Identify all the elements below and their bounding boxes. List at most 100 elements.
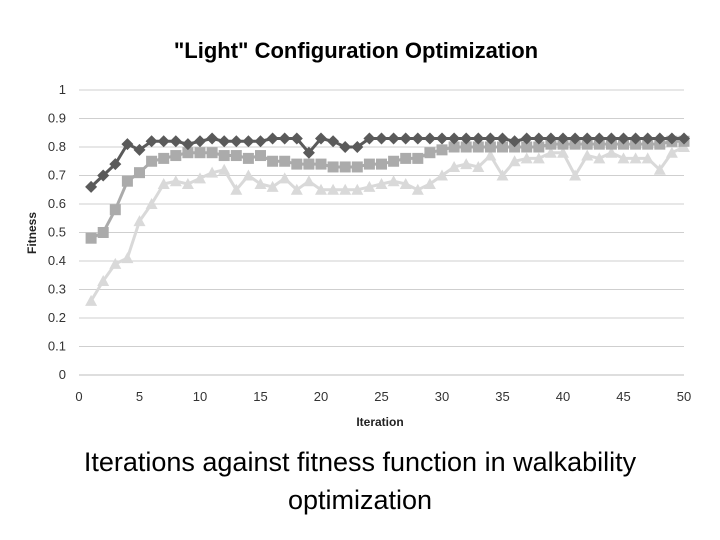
- data-series: [85, 132, 690, 306]
- data-point-triangle: [339, 183, 352, 195]
- x-tick-label: 0: [75, 389, 82, 404]
- data-point-square: [327, 161, 339, 173]
- data-point-diamond: [97, 169, 110, 182]
- x-tick-label: 30: [435, 389, 449, 404]
- data-point-diamond: [375, 132, 388, 145]
- y-tick-label: 0.6: [48, 196, 66, 211]
- chart-title: "Light" Configuration Optimization: [174, 38, 538, 63]
- data-point-triangle: [496, 169, 509, 181]
- x-tick-label: 40: [556, 389, 570, 404]
- data-point-triangle: [121, 252, 134, 264]
- data-point-square: [303, 158, 315, 170]
- data-point-diamond: [448, 132, 461, 145]
- caption-line-1: Iterations against fitness function in w…: [83, 447, 637, 477]
- data-point-triangle: [351, 183, 364, 195]
- y-axis-tick-labels: 0 0.1 0.2 0.3 0.4 0.5 0.6 0.7 0.8 0.9 1: [48, 82, 66, 382]
- data-point-triangle: [593, 152, 606, 164]
- data-point-triangle: [448, 160, 461, 172]
- data-point-triangle: [133, 215, 146, 227]
- x-tick-label: 45: [616, 389, 630, 404]
- y-tick-label: 0: [59, 367, 66, 382]
- data-point-diamond: [206, 132, 219, 145]
- data-point-triangle: [230, 183, 243, 195]
- data-point-diamond: [653, 132, 666, 145]
- data-point-square: [182, 147, 194, 159]
- data-point-diamond: [520, 132, 533, 145]
- data-point-diamond: [109, 158, 122, 171]
- data-point-square: [267, 155, 279, 167]
- x-tick-label: 50: [677, 389, 691, 404]
- data-point-triangle: [290, 183, 303, 195]
- gridlines: [79, 89, 684, 376]
- data-point-triangle: [484, 149, 497, 161]
- data-point-square: [85, 232, 97, 244]
- x-tick-label: 35: [495, 389, 509, 404]
- fitness-line-chart: "Light" Configuration Optimization 00.10…: [25, 38, 691, 429]
- data-point-diamond: [472, 132, 485, 145]
- data-point-square: [363, 158, 375, 170]
- caption-line-2: optimization: [287, 485, 433, 515]
- data-point-square: [400, 152, 412, 164]
- data-point-square: [121, 175, 133, 187]
- data-point-diamond: [641, 132, 654, 145]
- data-point-triangle: [218, 163, 231, 175]
- data-point-diamond: [278, 132, 291, 145]
- data-point-triangle: [375, 178, 388, 190]
- data-point-diamond: [157, 135, 170, 148]
- data-point-triangle: [460, 158, 473, 170]
- data-point-square: [424, 147, 436, 159]
- y-tick-label: 0.9: [48, 111, 66, 126]
- data-point-square: [484, 141, 496, 153]
- data-point-diamond: [290, 132, 303, 145]
- x-tick-label: 5: [136, 389, 143, 404]
- data-point-square: [206, 147, 218, 159]
- data-point-square: [388, 155, 400, 167]
- data-point-diamond: [399, 132, 412, 145]
- data-point-square: [230, 150, 242, 162]
- data-point-diamond: [436, 132, 448, 145]
- data-point-square: [460, 141, 472, 153]
- data-point-triangle: [508, 155, 521, 167]
- y-tick-label: 1: [59, 82, 66, 97]
- data-point-diamond: [145, 135, 158, 148]
- y-tick-label: 0.7: [48, 168, 66, 183]
- data-point-diamond: [593, 132, 606, 145]
- data-point-diamond: [327, 135, 340, 148]
- series-triangle: [85, 141, 690, 306]
- data-point-triangle: [302, 175, 315, 187]
- data-point-square: [242, 152, 254, 164]
- data-point-diamond: [423, 132, 436, 145]
- data-point-diamond: [242, 135, 255, 148]
- data-point-diamond: [85, 180, 98, 193]
- y-tick-label: 0.2: [48, 310, 66, 325]
- data-point-diamond: [351, 141, 364, 153]
- data-point-triangle: [194, 172, 206, 184]
- data-point-diamond: [339, 141, 352, 153]
- data-point-square: [315, 158, 327, 170]
- data-point-triangle: [436, 169, 448, 181]
- data-point-triangle: [581, 149, 594, 161]
- data-point-square: [376, 158, 387, 170]
- data-point-square: [218, 150, 230, 162]
- data-point-diamond: [569, 132, 582, 145]
- data-point-triangle: [169, 175, 182, 187]
- data-point-diamond: [532, 132, 545, 145]
- data-point-diamond: [315, 132, 327, 145]
- data-point-square: [497, 141, 508, 153]
- data-point-diamond: [121, 138, 134, 151]
- data-point-triangle: [266, 180, 279, 192]
- data-point-square: [109, 204, 121, 216]
- data-point-triangle: [85, 294, 98, 306]
- data-point-triangle: [557, 146, 569, 158]
- data-point-diamond: [605, 132, 618, 145]
- data-point-diamond: [254, 135, 267, 148]
- data-point-triangle: [653, 163, 666, 175]
- data-point-square: [533, 141, 545, 153]
- data-point-diamond: [508, 135, 521, 148]
- data-point-triangle: [472, 160, 485, 172]
- data-point-square: [339, 161, 351, 173]
- series-line-triangle: [89, 145, 685, 302]
- data-point-triangle: [520, 152, 533, 164]
- data-point-triangle: [363, 180, 376, 192]
- data-point-diamond: [544, 132, 557, 145]
